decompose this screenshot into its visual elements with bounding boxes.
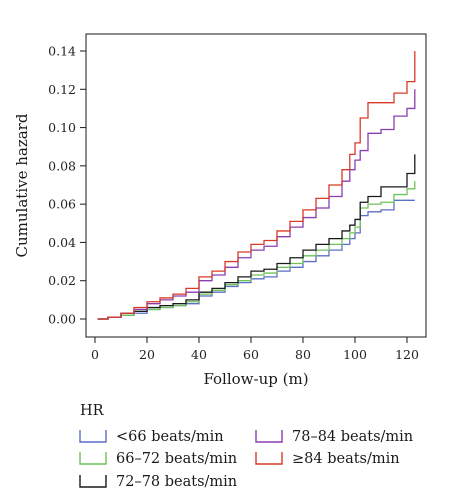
legend-title: HR xyxy=(80,403,105,419)
y-axis-title: Cumulative hazard xyxy=(13,113,31,257)
legend-item-2: 66–72 beats/min xyxy=(79,451,237,467)
legend-item-1: <66 beats/min xyxy=(79,429,224,445)
y-tick-label: 0.04 xyxy=(48,235,76,250)
x-tick-label: 80 xyxy=(295,347,311,362)
series-line-4 xyxy=(97,89,416,320)
y-tick-label: 0.00 xyxy=(48,312,76,327)
y-tick-label: 0.02 xyxy=(48,273,76,288)
legend-swatch xyxy=(79,475,107,488)
series-line-1 xyxy=(97,199,415,320)
legend-label: <66 beats/min xyxy=(116,429,224,445)
x-tick-label: 0 xyxy=(91,347,99,362)
legend-label: 78–84 beats/min xyxy=(292,429,413,445)
legend-label: 72–78 beats/min xyxy=(116,474,237,490)
legend-swatch xyxy=(79,430,107,443)
x-axis-title: Follow-up (m) xyxy=(203,370,308,388)
y-tick-label: 0.14 xyxy=(48,44,76,59)
legend-label: 66–72 beats/min xyxy=(116,451,237,467)
x-tick-label: 120 xyxy=(395,347,419,362)
plot-frame xyxy=(85,33,427,338)
legend-item-5: ≥84 beats/min xyxy=(255,451,400,467)
legend-swatch xyxy=(255,430,283,443)
axes: 0.00 0.02 0.04 0.06 0.08 0.10 0.12 0.14 0 20 40 60 8… xyxy=(13,33,427,388)
series-lines xyxy=(97,51,416,320)
legend-swatch xyxy=(79,452,107,465)
x-tick-label: 40 xyxy=(191,347,207,362)
series-line-3 xyxy=(97,154,416,320)
series-line-2 xyxy=(97,181,416,320)
y-tick-label: 0.08 xyxy=(48,158,76,173)
legend-label: ≥84 beats/min xyxy=(292,451,400,467)
x-tick-label: 100 xyxy=(343,347,367,362)
legend-item-4: 78–84 beats/min xyxy=(255,429,413,445)
x-tick-label: 60 xyxy=(243,347,259,362)
legend-swatch xyxy=(255,452,283,465)
y-tick-label: 0.06 xyxy=(48,197,76,212)
x-tick-label: 20 xyxy=(139,347,155,362)
legend-item-3: 72–78 beats/min xyxy=(79,474,237,490)
y-tick-label: 0.10 xyxy=(48,120,76,135)
series-line-5 xyxy=(97,51,416,320)
y-tick-label: 0.12 xyxy=(48,82,76,97)
legend: HR <66 beats/min 66–72 beats/min 72–78 beat… xyxy=(79,403,413,490)
